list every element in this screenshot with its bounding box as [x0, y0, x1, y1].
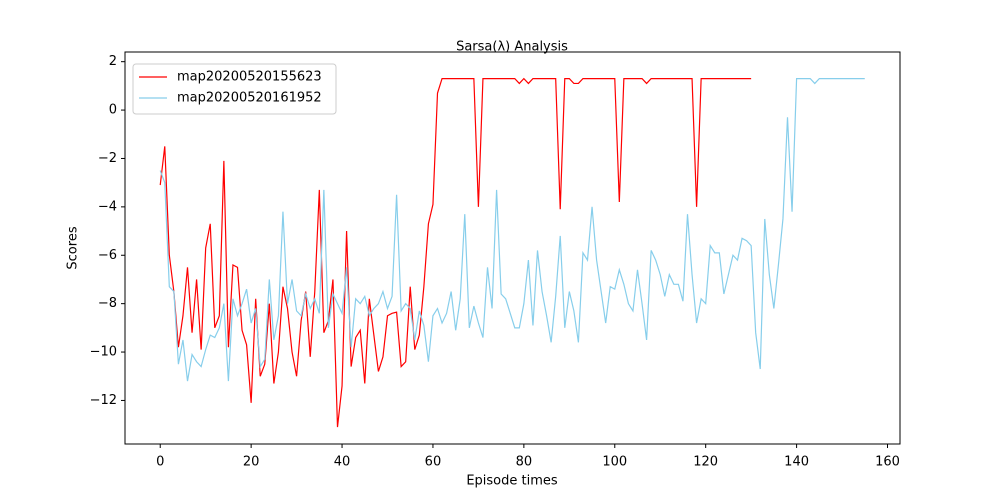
series-line	[159, 77, 752, 428]
x-tick-label: 80	[516, 455, 533, 470]
legend-label: map20200520155623	[177, 70, 322, 85]
x-tick-label: 140	[784, 455, 809, 470]
x-tick-label: 60	[425, 455, 442, 470]
y-tick-label: −2	[98, 151, 117, 166]
x-tick-label: 120	[693, 455, 718, 470]
y-tick-label: −6	[98, 248, 117, 263]
plot-frame	[124, 51, 901, 445]
y-tick-label: 2	[109, 54, 117, 69]
y-axis-label: Scores	[66, 226, 81, 269]
legend-box	[132, 63, 337, 115]
x-axis-label: Episode times	[466, 474, 558, 489]
x-tick-label: 160	[875, 455, 900, 470]
y-tick-label: 0	[109, 103, 117, 118]
x-tick-label: 100	[602, 455, 627, 470]
x-tick-label: 20	[243, 455, 260, 470]
y-tick-label: −4	[98, 199, 117, 214]
series-line	[159, 78, 865, 382]
legend-label: map20200520161952	[177, 91, 322, 106]
y-tick-label: −12	[90, 393, 117, 408]
x-tick-label: 40	[334, 455, 351, 470]
y-tick-label: −8	[98, 296, 117, 311]
y-tick-label: −10	[90, 345, 117, 360]
chart-title: Sarsa(λ) Analysis	[456, 40, 568, 55]
x-tick-label: 0	[156, 455, 164, 470]
